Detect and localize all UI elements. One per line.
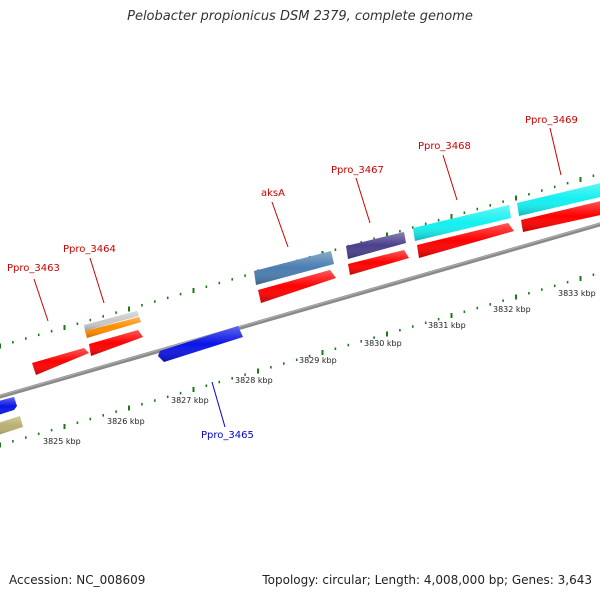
gene-label-ppro-3467[interactable]: Ppro_3467: [331, 165, 384, 176]
gene-label-ppro-3463[interactable]: Ppro_3463: [7, 263, 60, 274]
scale-labels: 3825 kbp 3826 kbp 3827 kbp 3828 kbp 3829…: [43, 289, 596, 446]
accession-text: Accession: NC_008609: [9, 573, 146, 587]
feature-ppro-3464-gene[interactable]: [84, 311, 139, 331]
gene-label-ppro-3464[interactable]: Ppro_3464: [63, 244, 116, 255]
label-leaders: [33, 127, 562, 428]
scale-label-3830: 3830 kbp: [364, 339, 402, 348]
gene-label-ppro-3468[interactable]: Ppro_3468: [418, 141, 471, 152]
scale-label-3831: 3831 kbp: [428, 321, 466, 330]
scale-label-3829: 3829 kbp: [299, 356, 337, 365]
feature-ppro-3467-gene[interactable]: [346, 232, 406, 259]
scale-label-3828: 3828 kbp: [235, 376, 273, 385]
gene-label-aksA[interactable]: aksA: [261, 188, 285, 199]
feature-ppro-3464-cds[interactable]: [89, 330, 143, 356]
feature-ppro-3469-cds[interactable]: [521, 200, 600, 232]
feature-ppro-3468-gene[interactable]: [413, 205, 511, 241]
feature-ppro-3468-cds[interactable]: [417, 223, 514, 258]
genome-backbone: [0, 222, 600, 399]
feature-aksA-cds[interactable]: [258, 270, 336, 303]
genome-backbone-highlight: [0, 222, 600, 397]
reverse-tick-row: [0, 273, 595, 448]
feature-ppro-3465[interactable]: [158, 326, 243, 362]
feature-aksA-gene[interactable]: [254, 251, 334, 285]
scale-label-3833: 3833 kbp: [558, 289, 596, 298]
feature-ppro-3467-cds[interactable]: [348, 250, 409, 275]
feature-reverse-blue-left[interactable]: [0, 397, 17, 416]
feature-ppro-3469-gene[interactable]: [517, 182, 600, 216]
map-title: Pelobacter propionicus DSM 2379, complet…: [127, 9, 473, 24]
scale-label-3832: 3832 kbp: [493, 305, 531, 314]
gene-label-ppro-3469[interactable]: Ppro_3469: [525, 115, 578, 126]
scale-label-3827: 3827 kbp: [171, 396, 209, 405]
scale-label-3826: 3826 kbp: [107, 417, 145, 426]
gene-label-ppro-3465[interactable]: Ppro_3465: [201, 430, 254, 441]
feature-reverse-khaki-left[interactable]: [0, 416, 23, 436]
feature-ppro-3464-orange[interactable]: [85, 317, 141, 338]
genome-info-text: Topology: circular; Length: 4,008,000 bp…: [262, 573, 592, 587]
scale-label-3825: 3825 kbp: [43, 437, 81, 446]
gene-labels: Ppro_3463 Ppro_3464 aksA Ppro_3467 Ppro_…: [7, 115, 578, 441]
feature-ppro-3463[interactable]: [32, 348, 89, 375]
